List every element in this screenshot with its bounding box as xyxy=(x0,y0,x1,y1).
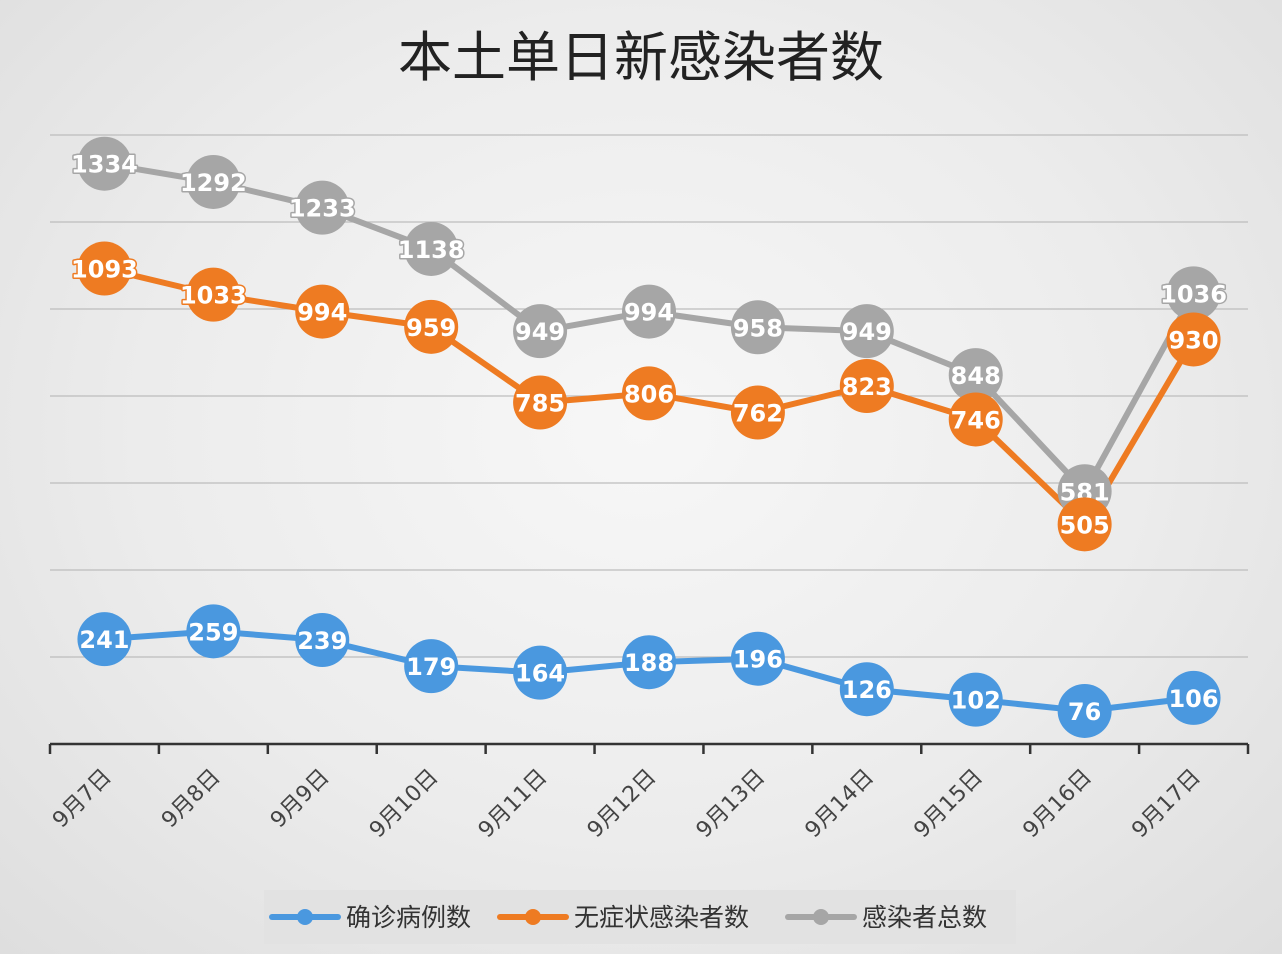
data-point-asymptomatic xyxy=(186,267,241,322)
data-label-total: 1292 xyxy=(180,169,247,197)
x-axis: 9月7日 9月8日 9月9日 9月10日 9月11日 9月12日 9月13日 9月14日 9月1… xyxy=(48,742,1250,843)
data-label-total: 1334 xyxy=(71,151,138,179)
data-point-total xyxy=(186,154,241,209)
data-point-total xyxy=(1166,266,1221,321)
data-point-confirmed xyxy=(295,613,350,668)
data-point-confirmed xyxy=(404,639,459,694)
x-tick-label: 9月15日 xyxy=(909,765,987,843)
legend-label: 感染者总数 xyxy=(862,903,987,932)
data-label-asymptomatic: 762 xyxy=(733,400,783,428)
data-point-asymptomatic xyxy=(730,385,785,440)
data-point-asymptomatic xyxy=(513,375,568,430)
x-tick-label: 9月11日 xyxy=(474,765,552,843)
x-tick-label: 9月13日 xyxy=(692,765,770,843)
data-point-confirmed xyxy=(730,631,785,686)
data-point-total xyxy=(948,348,1003,403)
data-point-confirmed xyxy=(77,612,132,667)
data-label-confirmed: 259 xyxy=(188,618,238,646)
x-tick-label: 9月8日 xyxy=(157,765,226,834)
x-tick-label: 9月10日 xyxy=(365,765,443,843)
data-point-total xyxy=(622,284,676,339)
data-point-asymptomatic xyxy=(948,392,1003,447)
data-label-confirmed: 106 xyxy=(1168,685,1218,713)
data-label-total: 958 xyxy=(733,314,783,342)
legend-swatch-marker xyxy=(297,909,313,925)
data-label-total: 949 xyxy=(842,318,892,346)
x-tick-label: 9月17日 xyxy=(1127,765,1205,843)
x-tick-label: 9月14日 xyxy=(801,765,879,843)
legend-swatch-marker xyxy=(813,909,829,925)
data-label-confirmed: 188 xyxy=(624,649,674,677)
data-point-asymptomatic xyxy=(839,358,894,413)
data-label-asymptomatic: 994 xyxy=(297,299,347,327)
legend-label: 确诊病例数 xyxy=(346,903,471,932)
data-label-confirmed: 241 xyxy=(79,626,129,654)
data-point-asymptomatic xyxy=(622,366,676,421)
data-point-confirmed xyxy=(622,635,676,690)
data-point-confirmed xyxy=(513,645,568,700)
chart-title: 本土单日新感染者数 xyxy=(398,26,884,89)
data-label-asymptomatic: 806 xyxy=(624,380,674,408)
data-label-asymptomatic: 1093 xyxy=(71,256,138,284)
legend-box xyxy=(264,890,1016,944)
x-tick-label: 9月9日 xyxy=(266,765,335,834)
data-point-asymptomatic xyxy=(404,299,459,354)
data-point-confirmed xyxy=(839,662,894,717)
data-point-asymptomatic xyxy=(1166,312,1221,367)
data-point-confirmed xyxy=(1057,683,1112,738)
data-label-confirmed: 102 xyxy=(951,687,1001,715)
data-label-total: 994 xyxy=(624,299,674,327)
data-label-confirmed: 196 xyxy=(733,646,783,674)
data-label-total: 949 xyxy=(515,318,565,346)
data-label-asymptomatic: 505 xyxy=(1060,511,1110,539)
data-label-asymptomatic: 930 xyxy=(1168,326,1218,354)
data-point-confirmed xyxy=(948,672,1003,727)
data-label-confirmed: 126 xyxy=(842,676,892,704)
data-label-confirmed: 179 xyxy=(406,653,456,681)
data-point-total xyxy=(404,221,459,276)
data-point-confirmed xyxy=(1166,670,1221,725)
data-label-asymptomatic: 746 xyxy=(951,406,1001,434)
x-tick-label: 9月12日 xyxy=(583,765,661,843)
data-point-total xyxy=(839,304,894,359)
legend: 确诊病例数 无症状感染者数 感染者总数 xyxy=(264,890,1016,944)
data-label-asymptomatic: 959 xyxy=(406,314,456,342)
data-point-asymptomatic xyxy=(295,284,350,339)
data-point-total xyxy=(295,180,350,235)
data-point-total xyxy=(77,136,132,191)
legend-swatch-marker xyxy=(525,909,541,925)
data-label-asymptomatic: 785 xyxy=(515,390,565,418)
data-point-asymptomatic xyxy=(1057,497,1112,552)
data-label-total: 848 xyxy=(951,362,1001,390)
data-point-total xyxy=(513,304,568,359)
data-label-confirmed: 164 xyxy=(515,660,565,688)
data-point-confirmed xyxy=(186,604,241,659)
data-label-asymptomatic: 823 xyxy=(842,373,892,401)
x-tick-label: 9月16日 xyxy=(1018,765,1096,843)
series-lines xyxy=(101,160,1197,714)
data-point-total xyxy=(730,300,785,355)
data-label-confirmed: 239 xyxy=(297,627,347,655)
x-tick-label: 9月7日 xyxy=(48,765,117,834)
data-point-asymptomatic xyxy=(77,241,132,296)
legend-label: 无症状感染者数 xyxy=(574,903,749,932)
data-label-total: 1233 xyxy=(289,195,356,223)
data-label-asymptomatic: 1033 xyxy=(180,282,247,310)
data-label-total: 1036 xyxy=(1160,280,1227,308)
data-label-confirmed: 76 xyxy=(1068,698,1101,726)
data-label-total: 1138 xyxy=(398,236,465,264)
